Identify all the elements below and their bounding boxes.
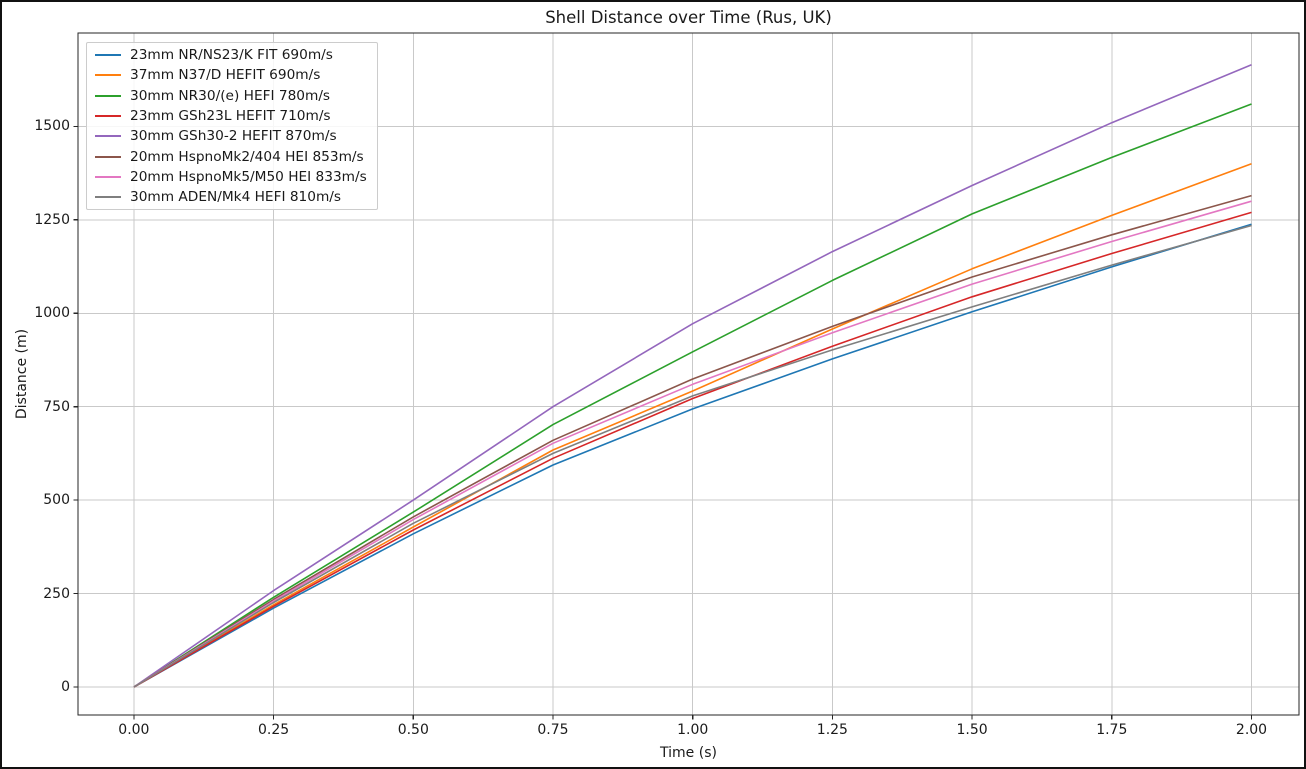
y-tick-label: 250 — [43, 585, 70, 602]
legend-entry: 37mm N37/D HEFIT 690m/s — [95, 65, 367, 85]
x-tick-label: 1.00 — [677, 722, 709, 738]
x-tick-label: 0.25 — [257, 722, 290, 738]
legend-line-swatch — [95, 196, 121, 199]
x-axis-label: Time (s) — [660, 745, 717, 761]
x-tick-label: 1.75 — [1096, 722, 1128, 738]
legend-line-swatch — [95, 135, 121, 138]
y-tick-label: 1000 — [34, 305, 70, 322]
tick-marks — [73, 125, 1253, 720]
legend-label: 23mm GSh23L HEFIT 710m/s — [130, 108, 331, 125]
x-tick-label: 2.00 — [1235, 722, 1268, 738]
legend-entry: 30mm GSh30-2 HEFIT 870m/s — [95, 126, 367, 146]
series-line-4 — [133, 64, 1252, 688]
x-tick-label: 1.50 — [956, 722, 988, 738]
series-lines — [133, 64, 1252, 688]
legend-label: 30mm NR30/(e) HEFI 780m/s — [130, 87, 331, 104]
legend-label: 20mm HspnoMk5/M50 HEI 833m/s — [130, 168, 367, 185]
legend-line-swatch — [95, 175, 121, 178]
legend-entry: 30mm ADEN/Mk4 HEFI 810m/s — [95, 187, 367, 207]
legend-entry: 30mm NR30/(e) HEFI 780m/s — [95, 86, 367, 106]
legend-label: 30mm ADEN/Mk4 HEFI 810m/s — [130, 189, 342, 206]
legend-entry: 20mm HspnoMk5/M50 HEI 833m/s — [95, 167, 367, 187]
x-tick-label: 0.00 — [118, 722, 150, 738]
legend-line-swatch — [95, 115, 121, 118]
y-tick-label: 1250 — [34, 211, 70, 228]
legend-entry: 23mm GSh23L HEFIT 710m/s — [95, 106, 367, 126]
legend-line-swatch — [95, 94, 121, 97]
y-tick-label: 500 — [43, 492, 70, 509]
legend-label: 23mm NR/NS23/K FIT 690m/s — [130, 47, 333, 64]
series-line-7 — [133, 224, 1252, 688]
series-line-6 — [133, 200, 1252, 688]
legend-label: 20mm HspnoMk2/404 HEI 853m/s — [130, 148, 364, 165]
chart-title: Shell Distance over Time (Rus, UK) — [545, 8, 832, 27]
legend-entry: 23mm NR/NS23/K FIT 690m/s — [95, 45, 367, 65]
legend-line-swatch — [95, 54, 121, 57]
series-line-3 — [133, 211, 1252, 688]
y-tick-label: 750 — [43, 398, 70, 415]
x-tick-label: 1.25 — [816, 722, 848, 738]
series-line-2 — [133, 103, 1252, 688]
legend-line-swatch — [95, 155, 121, 158]
legend-label: 30mm GSh30-2 HEFIT 870m/s — [130, 128, 337, 145]
legend-line-swatch — [95, 74, 121, 77]
x-tick-label: 0.75 — [537, 722, 569, 738]
series-line-1 — [133, 163, 1252, 688]
axes-spines — [77, 32, 1300, 716]
x-tick-label: 0.50 — [397, 722, 429, 738]
series-line-0 — [133, 223, 1252, 688]
series-line-5 — [133, 194, 1252, 688]
y-tick-label: 0 — [61, 678, 70, 695]
legend: 23mm NR/NS23/K FIT 690m/s 37mm N37/D HEFI… — [86, 42, 378, 211]
y-tick-label: 1500 — [34, 118, 70, 135]
gridlines — [78, 33, 1299, 715]
legend-label: 37mm N37/D HEFIT 690m/s — [130, 67, 321, 84]
legend-entry: 20mm HspnoMk2/404 HEI 853m/s — [95, 146, 367, 166]
